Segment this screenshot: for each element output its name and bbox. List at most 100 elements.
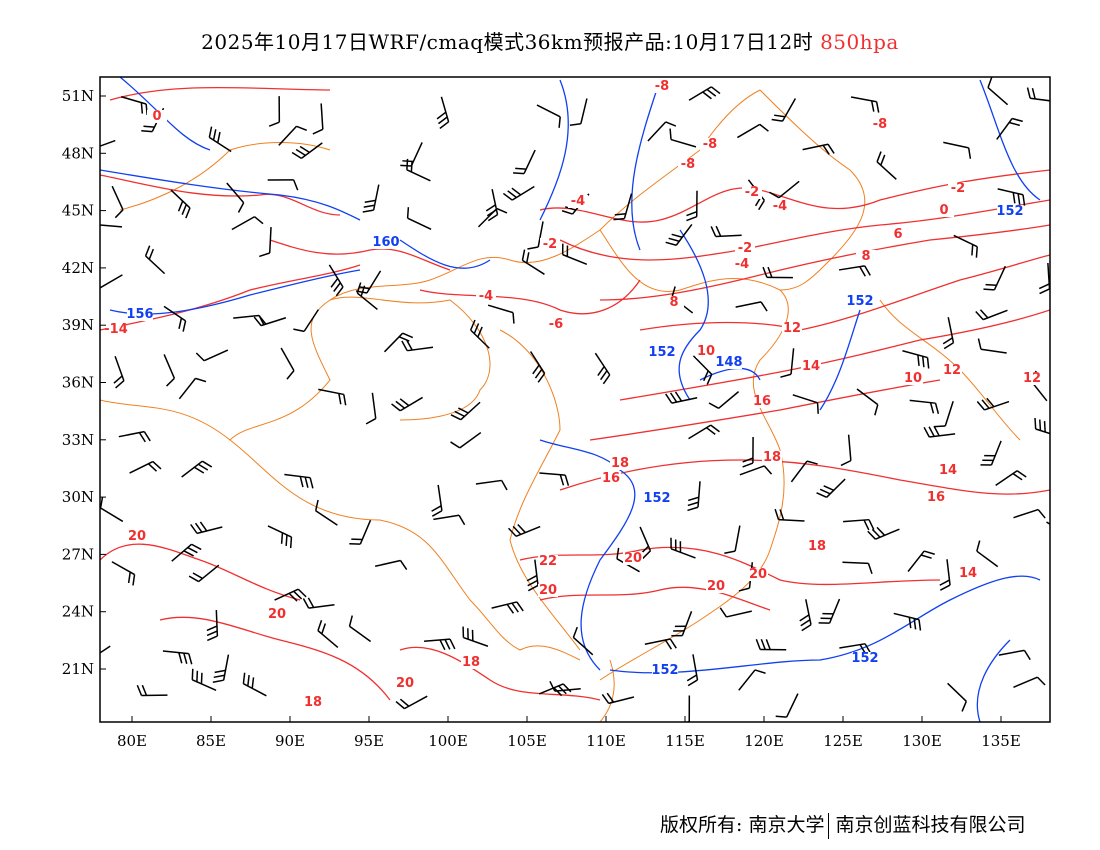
wind-barb [688, 424, 720, 440]
wind-barb [208, 126, 232, 153]
wind-barb [314, 499, 338, 526]
lon-label: 105E [507, 732, 547, 750]
wind-barb [616, 547, 640, 573]
height-contour-label: 152 [996, 204, 1023, 219]
wind-barb [293, 309, 320, 333]
temperature-contour-label: 14 [939, 463, 957, 478]
temperature-contour-label: -8 [655, 79, 669, 94]
wind-barb [507, 524, 541, 537]
temperature-contour-label: 16 [753, 394, 771, 409]
lat-label: 42N [62, 259, 94, 277]
wind-barb [561, 243, 588, 265]
wind-barb [977, 338, 1007, 354]
wind-barb [163, 305, 187, 332]
wind-barb [100, 139, 116, 147]
wind-barb [724, 525, 741, 554]
height-contour-label: 156 [126, 307, 153, 322]
wind-barb [983, 265, 1007, 291]
wind-barb [356, 282, 378, 311]
wind-barb [665, 223, 693, 246]
wind-barb [947, 682, 968, 712]
wind-barb [1013, 676, 1046, 688]
lon-label: 95E [354, 732, 384, 750]
wind-barb [274, 588, 307, 602]
wind-barb [144, 245, 166, 275]
wind-barb [876, 151, 897, 180]
wind-barb [792, 394, 819, 414]
lon-label: 90E [275, 732, 305, 750]
temperature-contour-label: 10 [697, 344, 715, 359]
wind-barb [738, 669, 766, 691]
temperature-contour-label: 18 [304, 695, 322, 710]
wind-barb [491, 601, 524, 614]
temperature-contour-label: 8 [861, 249, 870, 264]
lon-label: 135E [981, 732, 1021, 750]
wind-barb [688, 86, 721, 101]
wind-barb [775, 693, 799, 718]
height-contour-label: 152 [643, 491, 670, 506]
temperature-contour-label: -2 [543, 237, 557, 252]
wind-barb [939, 559, 951, 591]
wind-barb [771, 98, 797, 122]
wind-barb [893, 612, 922, 631]
wind-barb [406, 207, 432, 230]
wind-barb [513, 149, 536, 175]
wind-barb [774, 508, 805, 522]
temperature-contour-label: 20 [539, 583, 557, 598]
temperature-contour-label: -8 [703, 137, 717, 152]
wind-barb [755, 638, 787, 651]
wind-barb [521, 249, 545, 275]
wind-barb [953, 234, 978, 258]
temperature-contour-label: -2 [951, 181, 965, 196]
wind-barb [100, 645, 111, 654]
wind-barb [536, 104, 561, 128]
geopotential-height-contours [100, 77, 1041, 722]
wind-barb [284, 473, 314, 489]
temperature-contour-label: 14 [802, 359, 820, 374]
wind-barb [181, 460, 213, 478]
wind-barb [278, 125, 308, 146]
lon-label: 80E [117, 732, 147, 750]
wind-barb [686, 654, 699, 687]
temperature-contour-label: 0 [939, 203, 948, 218]
wind-barb [502, 185, 535, 201]
height-contour-label: 152 [851, 651, 878, 666]
wind-barb [594, 352, 611, 385]
wind-barb [942, 317, 955, 350]
wind-barb [842, 561, 873, 575]
temperature-contour-label: -8 [873, 117, 887, 132]
temperature-contour-label: 6 [893, 227, 902, 242]
wind-barb [129, 460, 162, 474]
wind-barb [475, 479, 508, 491]
wind-barb [291, 142, 323, 159]
wind-barb [317, 619, 339, 648]
wind-barb [349, 519, 372, 545]
wind-barb [348, 615, 372, 643]
temperature-contour-label: -4 [735, 257, 749, 272]
wind-barb [195, 349, 229, 362]
temperature-contour-label: -2 [745, 185, 759, 200]
wind-barb [601, 692, 635, 705]
wind-barb [780, 348, 795, 378]
wind-barb [191, 668, 217, 691]
temperature-contour-label: 20 [268, 607, 286, 622]
lat-label: 51N [62, 87, 94, 105]
wind-barb [487, 304, 515, 324]
wind-barb [802, 143, 835, 155]
wind-barb [907, 550, 935, 572]
lat-label: 27N [62, 545, 94, 563]
lon-label: 125E [823, 732, 863, 750]
wind-barb [302, 597, 335, 609]
temperature-contour-label: 12 [943, 363, 961, 378]
wind-barb [708, 391, 740, 409]
temperature-contour-label: 20 [624, 551, 642, 566]
wind-barb [527, 221, 544, 250]
wind-barb [549, 680, 581, 692]
lat-label: 48N [62, 144, 94, 162]
pressure-level: 850hpa [820, 30, 899, 54]
temperature-contour-label: -4 [571, 194, 585, 209]
wind-barb [670, 537, 696, 559]
wind-barb [799, 599, 812, 632]
wind-barb [943, 141, 972, 159]
lon-label: 130E [902, 732, 942, 750]
